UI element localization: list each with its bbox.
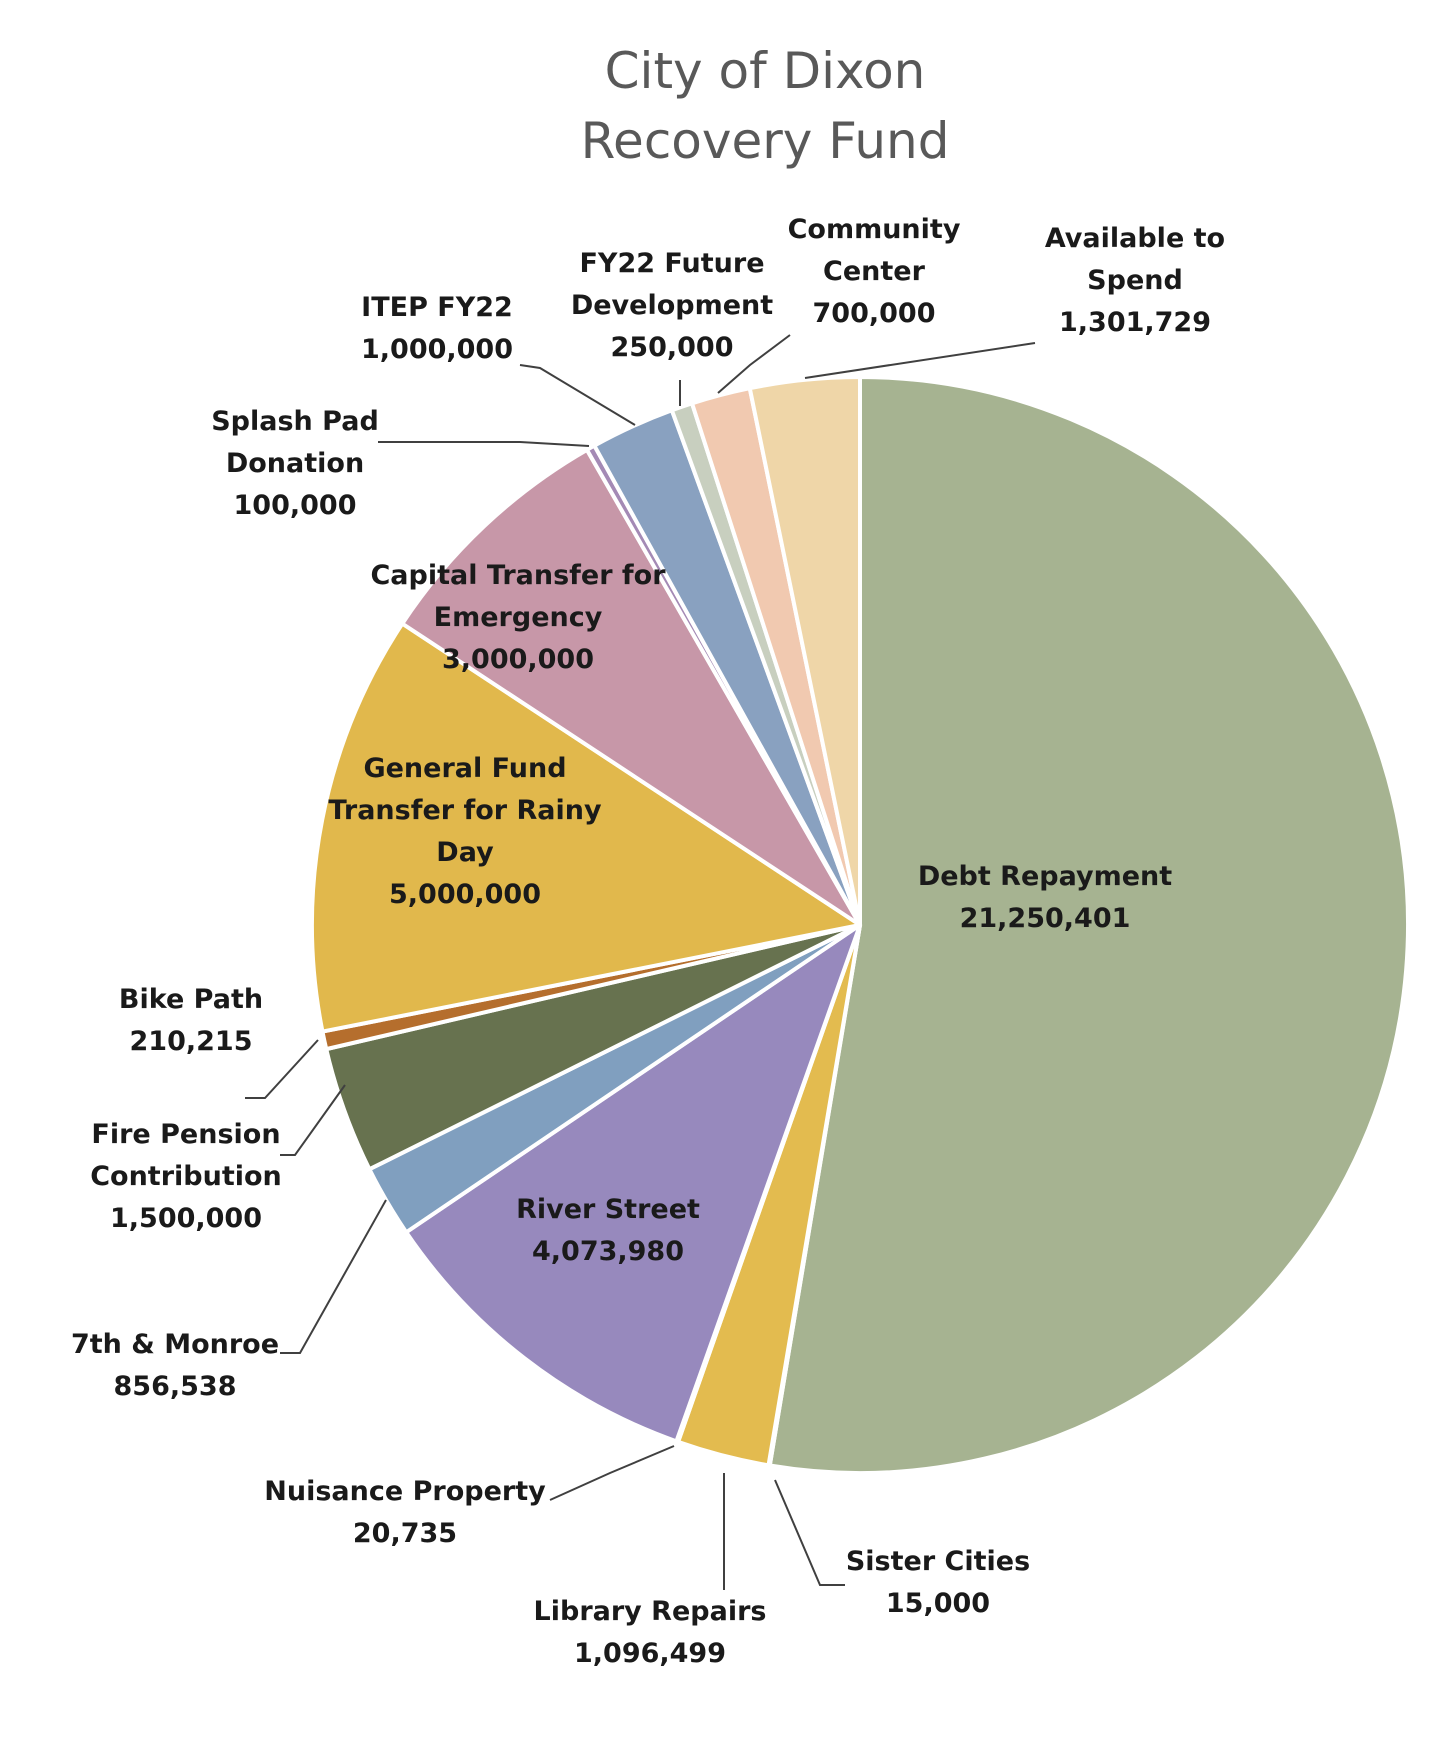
slice-label-value: 1,000,000	[361, 334, 513, 365]
slice-label-name: ITEP FY22	[361, 292, 513, 323]
slice-label-value: 1,301,729	[1059, 307, 1211, 338]
slice-label-4: River Street 4,073,980	[516, 1194, 700, 1267]
leader-line-1	[774, 1479, 845, 1586]
slice-label-9: Capital Transfer for Emergency 3,000,000	[370, 560, 666, 675]
pie-slice-0	[767, 375, 1410, 1475]
slice-label-value: 210,215	[130, 1026, 253, 1057]
pie-slice-9	[400, 447, 862, 927]
slice-label-name: Community	[788, 214, 961, 245]
slice-label-name: Library Repairs	[534, 1596, 767, 1627]
slice-label-1: Sister Cities 15,000	[846, 1546, 1030, 1619]
slice-label-value: 100,000	[234, 490, 357, 521]
slice-label-6: Fire Pension Contribution 1,500,000	[90, 1119, 282, 1234]
slice-label-name: 7th & Monroe	[71, 1329, 279, 1360]
leader-line-13	[717, 334, 791, 394]
slice-label-value: 15,000	[886, 1588, 990, 1619]
slice-label-name: River Street	[516, 1194, 700, 1225]
slice-label-name: Center	[823, 256, 926, 287]
chart-title-line-2: Recovery Fund	[581, 112, 950, 170]
slice-label-0: Debt Repayment 21,250,401	[918, 861, 1172, 934]
leader-line-3	[549, 1445, 675, 1501]
slice-label-12: FY22 Future Development 250,000	[571, 248, 773, 363]
slice-label-8: General Fund Transfer for Rainy Day 5,000,0…	[328, 753, 602, 910]
leader-line-5	[280, 1199, 387, 1354]
slice-label-name: Capital Transfer for	[370, 560, 666, 591]
slice-label-value: 1,500,000	[110, 1203, 262, 1234]
slice-label-name: Debt Repayment	[918, 861, 1172, 892]
pie-slice-4	[404, 923, 862, 1444]
leader-line-6	[280, 1084, 346, 1156]
slice-label-2: Library Repairs 1,096,499	[534, 1596, 767, 1669]
slice-label-name: Donation	[226, 448, 364, 479]
chart-title-line-1: City of Dixon	[605, 42, 926, 100]
slice-label-name: General Fund	[363, 753, 566, 784]
slice-label-value: 856,538	[114, 1371, 237, 1402]
pie-slices	[310, 375, 1410, 1475]
slice-label-value: 4,073,980	[532, 1236, 684, 1267]
slice-label-value: 250,000	[611, 332, 734, 363]
slice-label-name: Day	[436, 837, 494, 868]
pie-slice-8	[310, 621, 862, 1034]
slice-label-value: 3,000,000	[442, 644, 594, 675]
slice-label-3: Nuisance Property 20,735	[264, 1476, 546, 1549]
slice-label-name: Transfer for Rainy	[328, 795, 602, 826]
slice-label-7: Bike Path 210,215	[119, 984, 263, 1057]
slice-label-name: Emergency	[434, 602, 603, 633]
slice-label-name: Nuisance Property	[264, 1476, 546, 1507]
slice-label-name: Bike Path	[119, 984, 263, 1015]
slice-label-name: Available to	[1045, 223, 1225, 254]
slice-label-value: 1,096,499	[574, 1638, 726, 1669]
slice-label-13: Community Center 700,000	[788, 214, 961, 329]
slice-label-value: 21,250,401	[960, 903, 1131, 934]
slice-label-name: Sister Cities	[846, 1546, 1030, 1577]
slice-label-name: Fire Pension	[91, 1119, 280, 1150]
slice-label-name: Development	[571, 290, 773, 321]
leader-line-14	[804, 342, 1036, 379]
slice-label-name: Contribution	[90, 1161, 282, 1192]
slice-label-value: 5,000,000	[389, 879, 541, 910]
pie-slice-14	[747, 375, 862, 927]
slice-label-value: 700,000	[813, 298, 936, 329]
slice-label-name: Spend	[1087, 265, 1183, 296]
slice-labels: Debt Repayment 21,250,401 Sister Cities 15,…	[71, 214, 1225, 1669]
leader-line-11	[519, 364, 636, 426]
leader-line-7	[245, 1039, 319, 1099]
slice-label-5: 7th & Monroe 856,538	[71, 1329, 279, 1402]
slice-label-11: ITEP FY22 1,000,000	[361, 292, 513, 365]
slice-label-name: FY22 Future	[579, 248, 764, 279]
slice-label-value: 20,735	[353, 1518, 457, 1549]
leader-line-10	[378, 441, 590, 447]
leader-lines	[245, 334, 1036, 1590]
slice-label-10: Splash Pad Donation 100,000	[211, 406, 379, 521]
slice-label-14: Available to Spend 1,301,729	[1045, 223, 1225, 338]
slice-label-name: Splash Pad	[211, 406, 379, 437]
